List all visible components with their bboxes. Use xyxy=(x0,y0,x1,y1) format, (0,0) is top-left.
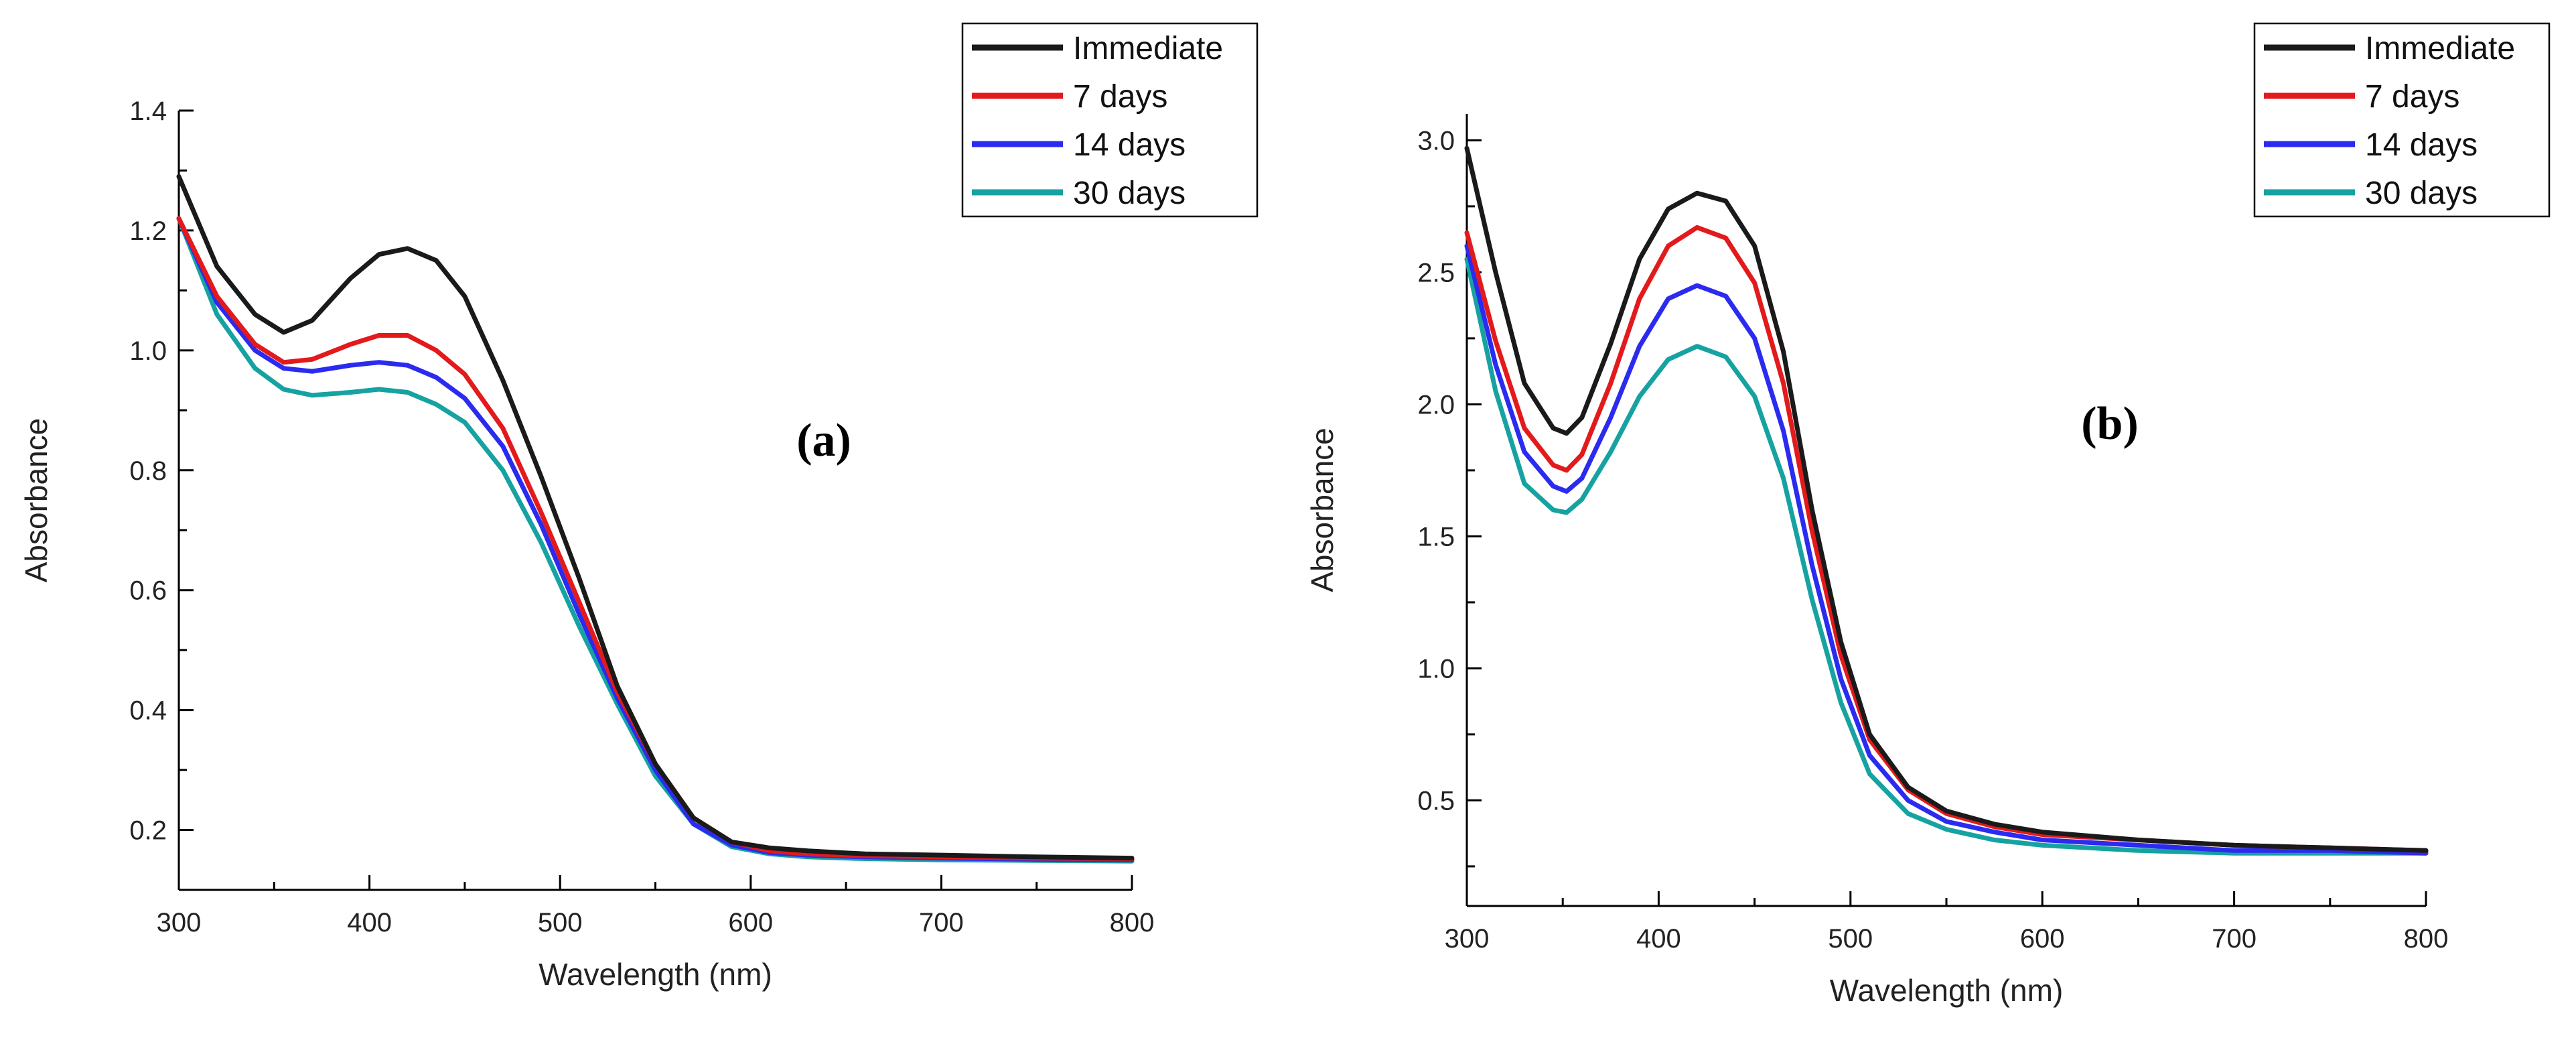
x-tick-label: 400 xyxy=(1636,924,1681,954)
x-tick-label: 700 xyxy=(919,908,964,937)
series-line-7-days xyxy=(176,216,1135,861)
legend-box xyxy=(961,22,1259,218)
x-tick-label: 700 xyxy=(2212,924,2257,954)
legend-label-14-days: 14 days xyxy=(2365,127,2478,163)
x-tick-label: 800 xyxy=(1110,908,1155,937)
y-tick-label: 1.2 xyxy=(129,216,167,246)
y-tick-label: 1.5 xyxy=(1417,522,1455,551)
series-line-7-days xyxy=(1464,224,2429,853)
x-tick-label: 300 xyxy=(157,908,202,937)
chart-panel-b: 300 400 500 600 700 800 0.5 1.0 1.5 2.0 2.5 3.0 Wave… xyxy=(1305,22,2551,1008)
legend-label-7-days: 7 days xyxy=(1073,79,1167,115)
y-axis-title: Absorbance xyxy=(19,418,54,583)
x-tick-label: 500 xyxy=(538,908,583,937)
series-line-30-days xyxy=(1464,257,2429,856)
series-line-immediate xyxy=(176,174,1135,861)
panel-label-b: (b) xyxy=(2081,398,2139,450)
legend-label-30-days: 30 days xyxy=(2365,176,2478,211)
x-tick-label: 400 xyxy=(347,908,392,937)
x-axis-title: Wavelength (nm) xyxy=(539,957,772,992)
legend-label-7-days: 7 days xyxy=(2365,79,2459,115)
legend-label-30-days: 30 days xyxy=(1073,176,1186,211)
y-tick-label: 2.0 xyxy=(1417,390,1455,419)
x-tick-label: 500 xyxy=(1828,924,1873,954)
x-axis-title: Wavelength (nm) xyxy=(1830,973,2064,1008)
y-tick-label: 0.6 xyxy=(129,576,167,606)
x-tick-label: 800 xyxy=(2404,924,2449,954)
series-line-immediate xyxy=(1464,145,2429,853)
legend-label-immediate: Immediate xyxy=(1073,31,1223,66)
x-tick-label: 600 xyxy=(2020,924,2065,954)
legend-label-14-days: 14 days xyxy=(1073,127,1186,163)
y-tick-label: 1.0 xyxy=(129,336,167,366)
y-tick-label: 0.4 xyxy=(129,696,167,726)
chart-panel-a: 300 400 500 600 700 800 0.2 0.4 0.6 0.8 1.0 1.2 1.4 W… xyxy=(19,22,1259,992)
y-tick-label: 2.5 xyxy=(1417,258,1455,287)
panel-label-a: (a) xyxy=(796,415,851,466)
series-line-14-days xyxy=(1464,243,2429,856)
x-tick-label: 300 xyxy=(1445,924,1490,954)
y-tick-label: 0.2 xyxy=(129,816,167,846)
y-tick-label: 1.4 xyxy=(129,96,167,126)
y-tick-label: 3.0 xyxy=(1417,126,1455,155)
legend-box xyxy=(2253,22,2551,218)
y-axis-title: Absorbance xyxy=(1305,428,1340,592)
y-tick-label: 0.5 xyxy=(1417,786,1455,816)
x-tick-label: 600 xyxy=(728,908,773,937)
legend-label-immediate: Immediate xyxy=(2365,31,2515,66)
y-tick-label: 1.0 xyxy=(1417,654,1455,683)
y-tick-label: 0.8 xyxy=(129,456,167,486)
